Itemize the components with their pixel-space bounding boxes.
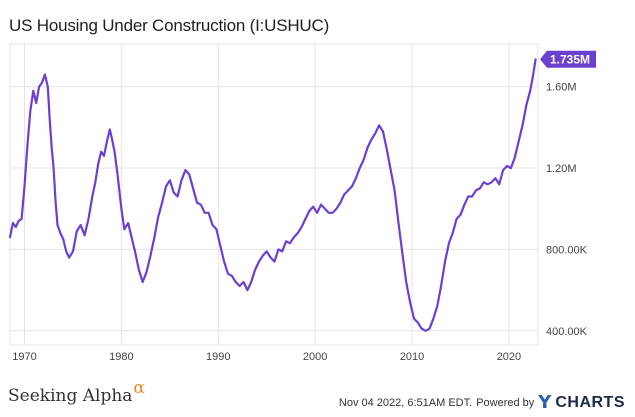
plot-area-border xyxy=(9,43,539,346)
last-value-tag: 1.735M xyxy=(540,50,596,68)
y-tick-label: 1.20M xyxy=(546,163,577,175)
vertical-gridlines xyxy=(24,44,510,345)
ycharts-logo: CHARTS xyxy=(555,393,625,411)
y-axis-tick-labels: 400.00K 800.00K 1.20M 1.60M xyxy=(546,82,588,338)
x-tick-label: 1970 xyxy=(12,351,36,363)
x-tick-label: 2010 xyxy=(400,351,424,363)
y-tick-label: 400.00K xyxy=(546,326,588,338)
x-tick-label: 1980 xyxy=(109,351,133,363)
x-tick-label: 1990 xyxy=(206,351,230,363)
alpha-symbol-icon: α xyxy=(133,378,145,398)
seeking-alpha-wordmark: Seeking Alpha xyxy=(8,386,133,406)
timestamp: Nov 04 2022, 6:51AM EDT. xyxy=(338,396,473,409)
last-value-badge xyxy=(540,50,596,68)
x-tick-label: 2020 xyxy=(497,351,521,363)
x-tick-label: 2000 xyxy=(303,351,327,363)
x-axis-tick-labels: 1970 1980 1990 2000 2010 2020 xyxy=(12,351,521,363)
series-line-housing-under-construction xyxy=(8,58,537,332)
powered-by-label: Powered by xyxy=(476,396,535,409)
chart-title: US Housing Under Construction (I:USHUC) xyxy=(9,16,330,35)
seeking-alpha-logo: Seeking Alphaα xyxy=(8,378,145,406)
ycharts-y-icon: Y xyxy=(538,392,552,413)
last-value-label: 1.735M xyxy=(550,52,590,66)
y-tick-label: 1.60M xyxy=(546,82,577,94)
y-tick-label: 800.00K xyxy=(546,244,588,256)
footer-meta: Nov 04 2022, 6:51AM EDT. Powered by Y CHA… xyxy=(339,392,625,413)
